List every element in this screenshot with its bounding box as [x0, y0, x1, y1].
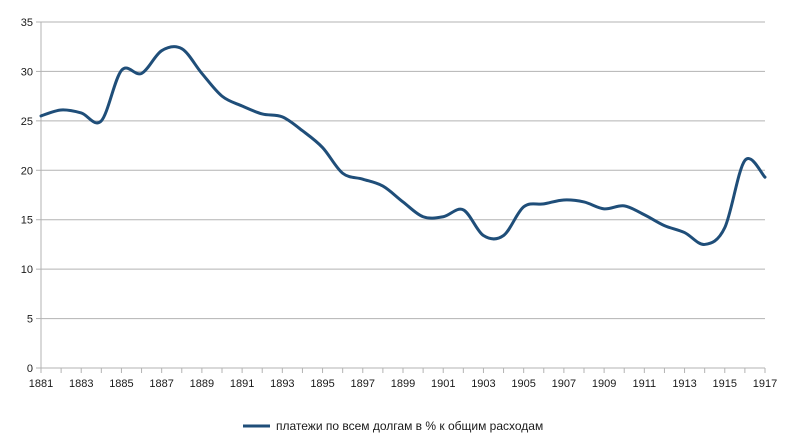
data-point [482, 234, 485, 237]
data-point [160, 49, 163, 52]
y-tick-label: 15 [21, 215, 33, 227]
data-point [341, 172, 344, 175]
x-tick-label: 1907 [552, 378, 576, 390]
data-point [764, 176, 767, 179]
data-point [200, 72, 203, 75]
data-point [321, 146, 324, 149]
data-point [623, 204, 626, 207]
data-point [221, 95, 224, 98]
series-line [39, 45, 767, 246]
data-point [603, 207, 606, 210]
data-point [100, 119, 103, 122]
y-tick-label: 25 [21, 116, 33, 128]
x-tick-label: 1893 [270, 378, 294, 390]
x-tick-label: 1895 [310, 378, 334, 390]
data-point [60, 108, 63, 111]
data-point [442, 215, 445, 218]
data-point [261, 112, 264, 115]
legend-label: платежи по всем долгам в % к общим расхо… [276, 419, 543, 433]
data-point [562, 198, 565, 201]
data-point [683, 231, 686, 234]
x-tick-label: 1885 [109, 378, 133, 390]
data-point [663, 224, 666, 227]
data-point [361, 178, 364, 181]
x-tick-label: 1891 [230, 378, 254, 390]
data-point [40, 114, 43, 117]
x-tick-label: 1903 [471, 378, 495, 390]
x-tick-label: 1911 [633, 378, 657, 390]
data-point [180, 47, 183, 50]
data-point [743, 159, 746, 162]
x-tick-label: 1913 [672, 378, 696, 390]
data-point [703, 243, 706, 246]
y-tick-label: 5 [27, 314, 33, 326]
x-tick-label: 1909 [592, 378, 616, 390]
data-point [402, 200, 405, 203]
data-point [583, 200, 586, 203]
x-tick-label: 1881 [29, 378, 53, 390]
data-point [723, 226, 726, 229]
data-point [381, 185, 384, 188]
data-point [643, 213, 646, 216]
y-tick-label: 35 [21, 17, 33, 29]
data-point [462, 208, 465, 211]
data-point [502, 234, 505, 237]
x-tick-label: 1883 [69, 378, 93, 390]
x-tick-label: 1889 [190, 378, 214, 390]
data-point [542, 202, 545, 205]
data-point [120, 69, 123, 72]
y-tick-label: 30 [21, 66, 33, 78]
data-point [140, 72, 143, 75]
data-point [522, 205, 525, 208]
y-tick-label: 0 [27, 363, 33, 375]
x-tick-label: 1887 [149, 378, 173, 390]
data-point [301, 129, 304, 132]
x-tick-label: 1901 [431, 378, 455, 390]
data-point [80, 111, 83, 114]
data-point [241, 105, 244, 108]
x-tick-label: 1897 [351, 378, 375, 390]
x-tick-label: 1917 [753, 378, 777, 390]
data-point [422, 215, 425, 218]
y-tick-label: 10 [21, 264, 33, 276]
data-point [281, 115, 284, 118]
x-tick-label: 1905 [511, 378, 535, 390]
y-tick-label: 20 [21, 165, 33, 177]
x-tick-label: 1899 [391, 378, 415, 390]
x-tick-label: 1915 [713, 378, 737, 390]
